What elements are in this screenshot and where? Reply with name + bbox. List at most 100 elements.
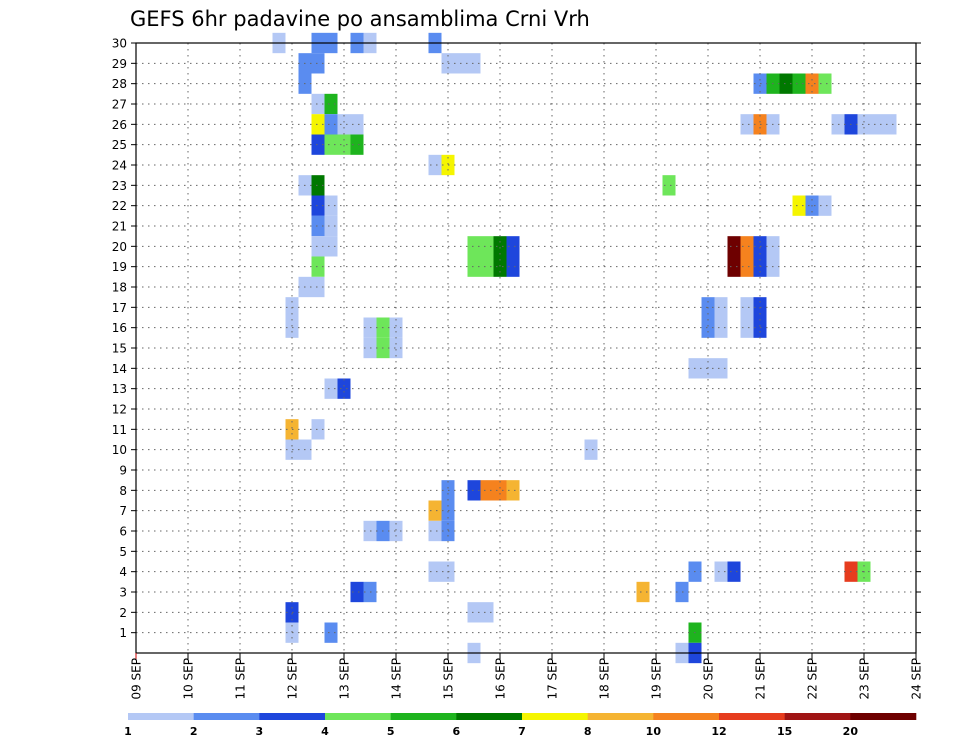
x-tick-label: 12 SEP	[286, 658, 300, 700]
colorbar-segment	[325, 713, 391, 720]
colorbar-label: 2	[190, 725, 198, 738]
heatmap-cells	[272, 32, 897, 664]
heatmap-cell	[727, 256, 741, 277]
heatmap-cell	[350, 114, 364, 135]
colorbar-label: 12	[711, 725, 726, 738]
colorbar-segment	[128, 713, 194, 720]
heatmap-cell	[311, 276, 325, 298]
heatmap-cell	[324, 134, 338, 155]
colorbar-segment	[784, 713, 851, 720]
y-tick-label: 2	[119, 606, 127, 620]
heatmap-cell	[311, 195, 325, 216]
heatmap-cell	[324, 622, 338, 643]
colorbar-label: 20	[843, 725, 859, 738]
y-tick-label: 12	[112, 403, 127, 417]
x-tick-label: 10 SEP	[182, 658, 196, 700]
colorbar-label: 7	[518, 725, 526, 738]
heatmap-cell	[480, 256, 494, 277]
y-tick-label: 23	[112, 179, 127, 193]
heatmap-cell	[324, 195, 338, 216]
x-tick-label: 21 SEP	[754, 658, 768, 700]
heatmap-cell	[311, 114, 325, 135]
heatmap-cell	[493, 236, 507, 257]
heatmap-cell	[870, 114, 884, 135]
heatmap-cell	[740, 114, 754, 135]
y-tick-label: 6	[119, 525, 127, 539]
y-tick-label: 19	[112, 260, 127, 274]
x-tick-label: 16 SEP	[494, 658, 508, 700]
colorbar-segment	[850, 713, 917, 720]
colorbar-label: 1	[124, 725, 132, 738]
heatmap-cell	[311, 53, 325, 74]
heatmap-cell	[714, 297, 728, 318]
heatmap-cell	[311, 215, 325, 237]
heatmap-cell	[337, 134, 351, 155]
y-tick-label: 27	[112, 98, 127, 112]
heatmap-cell	[467, 602, 481, 623]
y-tick-label: 24	[112, 159, 127, 173]
heatmap-cell	[428, 500, 442, 521]
heatmap-cell	[701, 317, 715, 338]
heatmap-cell	[324, 215, 338, 237]
heatmap-cell	[428, 561, 442, 582]
y-tick-label: 17	[112, 301, 127, 315]
heatmap-cell	[792, 195, 806, 216]
colorbar-label: 15	[777, 725, 792, 738]
x-tick-label: 19 SEP	[650, 658, 664, 700]
colorbar-segment	[653, 713, 720, 720]
y-tick-label: 29	[112, 57, 127, 71]
heatmap-cell	[493, 256, 507, 277]
y-tick-label: 15	[112, 342, 127, 356]
y-tick-label: 4	[119, 565, 127, 579]
colorbar-label: 10	[646, 725, 662, 738]
heatmap-cell	[467, 256, 481, 277]
heatmap-cell	[883, 114, 897, 135]
y-tick-label: 1	[119, 626, 127, 640]
y-tick-label: 3	[119, 586, 127, 600]
heatmap-cell	[818, 195, 832, 216]
y-tick-label: 16	[112, 321, 127, 335]
x-tick-label: 17 SEP	[546, 658, 560, 700]
heatmap-cell	[480, 480, 494, 501]
heatmap-cell	[311, 236, 325, 257]
heatmap-cell	[740, 297, 754, 318]
y-tick-label: 13	[112, 382, 127, 396]
heatmap-cell	[584, 439, 598, 460]
colorbar-segment	[522, 713, 588, 720]
x-tick-label: 11 SEP	[234, 658, 248, 700]
chart-title: GEFS 6hr padavine po ansamblima Crni Vrh	[130, 7, 590, 31]
heatmap-cell	[428, 154, 442, 176]
heatmap-cell	[467, 480, 481, 501]
x-axis: 09 SEP 10 SEP 11 SEP 12 SEP 13 SEP 14 SEP 15 S…	[130, 653, 924, 700]
x-tick-label: 24 SEP	[910, 658, 924, 700]
heatmap-cell	[311, 93, 325, 115]
y-tick-label: 5	[119, 545, 127, 559]
x-tick-label: 14 SEP	[390, 658, 404, 700]
colorbar-segment	[587, 713, 654, 720]
y-tick-label: 9	[119, 464, 127, 478]
colorbar-segment	[390, 713, 457, 720]
grid-lines	[136, 43, 916, 653]
x-tick-label: 13 SEP	[338, 658, 352, 700]
heatmap-cell	[467, 236, 481, 257]
heatmap-cell	[662, 175, 676, 196]
heatmap-cell	[389, 337, 403, 359]
y-tick-label: 26	[112, 118, 127, 132]
x-tick-label: 22 SEP	[806, 658, 820, 700]
heatmap-cell	[857, 114, 871, 135]
colorbar-segment	[259, 713, 326, 720]
heatmap-cell	[636, 581, 650, 603]
y-tick-label: 28	[112, 77, 127, 91]
heatmap-cell	[311, 175, 325, 196]
y-tick-label: 7	[119, 504, 127, 518]
heatmap-cell	[324, 93, 338, 115]
colorbar-label: 3	[256, 725, 264, 738]
x-tick-label: 09 SEP	[130, 658, 144, 700]
heatmap-cell	[506, 256, 520, 277]
heatmap-cell	[324, 114, 338, 135]
heatmap-cell	[740, 317, 754, 338]
heatmap-cell	[493, 480, 507, 501]
heatmap-cell	[714, 561, 728, 582]
y-tick-label: 20	[112, 240, 127, 254]
heatmap-cell	[740, 256, 754, 277]
